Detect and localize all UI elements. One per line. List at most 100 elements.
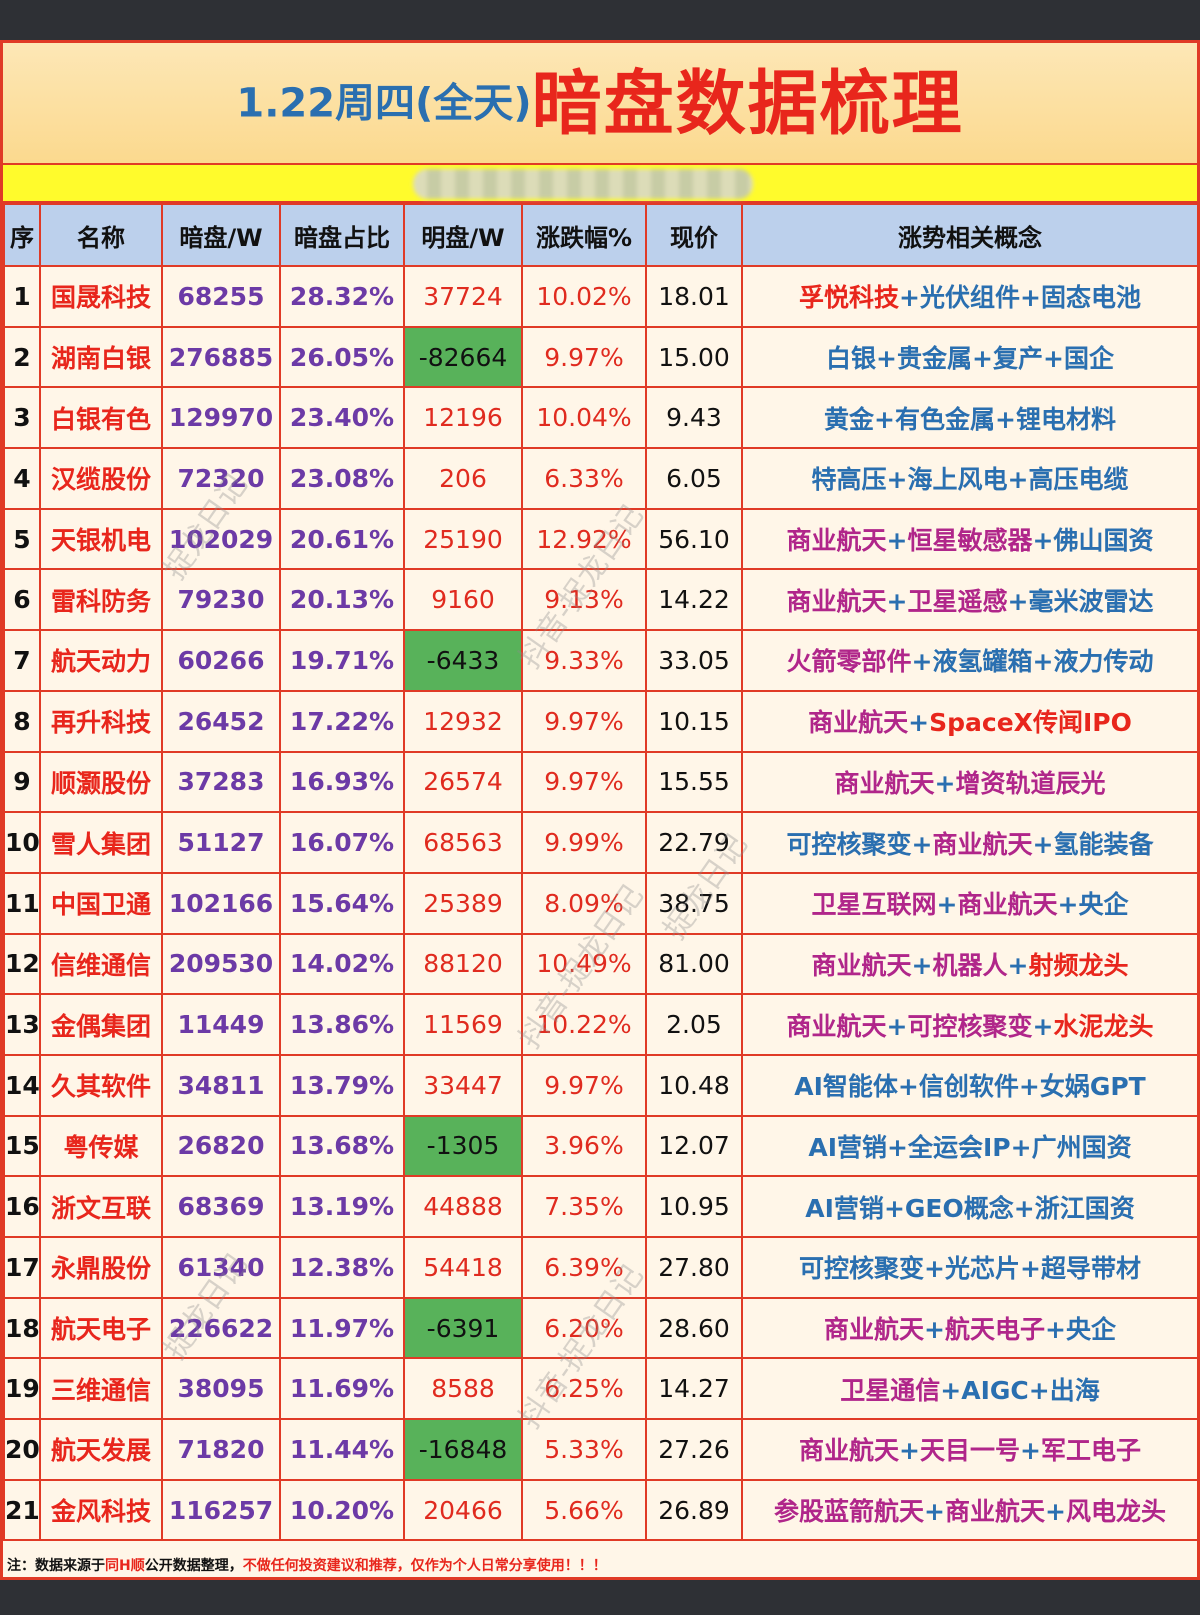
- lit-pool-amount: 8588: [403, 1357, 523, 1421]
- row-index: 12: [3, 932, 41, 996]
- dark-pool-table: 序 名称 暗盘/W 暗盘占比 明盘/W 涨跌幅% 现价 涨势相关概念 1 国晟科技…: [3, 203, 1199, 1542]
- plus-separator: +: [1007, 586, 1029, 616]
- plus-separator: +: [1007, 950, 1029, 980]
- plus-separator: +: [887, 1132, 908, 1162]
- row-index: 20: [3, 1418, 41, 1481]
- note-prefix: 注：数据来源于: [7, 1558, 105, 1574]
- stock-name: 久其软件: [39, 1053, 163, 1117]
- dark-pool-amount: 276885: [161, 325, 281, 389]
- change-percent: 6.33%: [521, 447, 647, 510]
- dark-pool-amount: 37283: [161, 750, 281, 814]
- stock-name: 白银有色: [39, 386, 163, 450]
- concept-cell: AI智能体+信创软件+女娲GPT: [741, 1053, 1199, 1117]
- change-percent: 5.66%: [521, 1478, 647, 1542]
- change-percent: 9.13%: [521, 568, 647, 632]
- note-middle: 公开数据整理，: [144, 1558, 243, 1574]
- change-percent: 9.97%: [521, 750, 647, 814]
- table-row: 18 航天电子 226622 11.97% -6391 6.20% 28.60 商业航天+航天…: [3, 1296, 1199, 1360]
- table-row: 16 浙文互联 68369 13.19% 44888 7.35% 10.95 AI营销+GEO…: [3, 1175, 1199, 1238]
- concept-tag: 贵金属: [897, 344, 973, 374]
- header-index: 序: [3, 203, 41, 267]
- plus-separator: +: [908, 708, 930, 738]
- current-price: 27.80: [645, 1236, 743, 1299]
- table-row: 7 航天动力 60266 19.71% -6433 9.33% 33.05 火箭零部件+液氢罐…: [3, 629, 1199, 692]
- concept-tag: 固态电池: [1040, 283, 1141, 313]
- concept-cell: 黄金+有色金属+锂电材料: [741, 386, 1199, 450]
- plus-separator: +: [1007, 465, 1029, 495]
- dark-pool-amount: 51127: [161, 811, 281, 874]
- plus-separator: +: [1020, 1436, 1041, 1466]
- dark-pool-amount: 26452: [161, 689, 281, 753]
- dark-pool-amount: 116257: [161, 1478, 281, 1542]
- change-percent: 6.25%: [521, 1357, 647, 1421]
- plus-separator: +: [1045, 1315, 1066, 1345]
- plus-separator: +: [886, 1011, 908, 1041]
- plus-separator: +: [886, 465, 908, 495]
- current-price: 10.95: [645, 1175, 743, 1238]
- table-row: 5 天银机电 102029 20.61% 25190 12.92% 56.10 商业航天+恒星…: [3, 507, 1199, 571]
- dark-pool-ratio: 19.71%: [279, 629, 405, 692]
- change-percent: 9.97%: [521, 325, 647, 389]
- concept-cell: 可控核聚变+商业航天+氢能装备: [741, 811, 1199, 874]
- concept-tag: 全运会IP: [908, 1132, 1011, 1162]
- concept-tag: 超导带材: [1040, 1254, 1141, 1284]
- plus-separator: +: [899, 283, 920, 313]
- row-index: 15: [3, 1114, 41, 1178]
- concept-tag: 高压电缆: [1028, 465, 1129, 495]
- table-row: 10 雪人集团 51127 16.07% 68563 9.99% 22.79 可控核聚变+商业…: [3, 811, 1199, 874]
- concept-tag: 女娲GPT: [1039, 1072, 1146, 1102]
- change-percent: 7.35%: [521, 1175, 647, 1238]
- table-row: 3 白银有色 129970 23.40% 12196 10.04% 9.43 黄金+有色金属+…: [3, 386, 1199, 450]
- stock-name: 粤传媒: [39, 1114, 163, 1178]
- lit-pool-amount: -1305: [403, 1114, 523, 1178]
- dark-pool-amount: 72320: [161, 447, 281, 510]
- stock-name: 顺灏股份: [39, 750, 163, 814]
- dark-pool-amount: 226622: [161, 1296, 281, 1360]
- data-sheet: 1.22周四(全天)暗盘数据梳理 序 名称 暗盘/W 暗盘占比 明盘/W 涨跌幅…: [0, 40, 1200, 1580]
- concept-cell: 商业航天+可控核聚变+水泥龙头: [741, 993, 1199, 1056]
- concept-tag: SpaceX传闻IPO: [929, 708, 1132, 738]
- stock-name: 汉缆股份: [39, 447, 163, 510]
- concept-tag: 增资轨道辰光: [955, 768, 1106, 798]
- plus-separator: +: [1032, 526, 1054, 556]
- dark-pool-ratio: 14.02%: [279, 932, 405, 996]
- dark-pool-amount: 38095: [161, 1357, 281, 1421]
- lit-pool-amount: 20466: [403, 1478, 523, 1542]
- table-row: 4 汉缆股份 72320 23.08% 206 6.33% 6.05 特高压+海上风电+高压电…: [3, 447, 1199, 510]
- plus-separator: +: [1042, 344, 1064, 374]
- change-percent: 6.20%: [521, 1296, 647, 1360]
- plus-separator: +: [924, 1497, 945, 1527]
- plus-separator: +: [1020, 283, 1041, 313]
- lit-pool-amount: 25190: [403, 507, 523, 571]
- concept-tag: 火箭零部件: [786, 647, 912, 677]
- concept-tag: AI营销: [808, 1132, 888, 1162]
- table-row: 9 顺灏股份 37283 16.93% 26574 9.97% 15.55 商业航天+增资轨道…: [3, 750, 1199, 814]
- lit-pool-amount: -6391: [403, 1296, 523, 1360]
- current-price: 6.05: [645, 447, 743, 510]
- change-percent: 9.97%: [521, 689, 647, 753]
- stock-name: 航天发展: [39, 1418, 163, 1481]
- dark-pool-ratio: 11.44%: [279, 1418, 405, 1481]
- change-percent: 8.09%: [521, 871, 647, 935]
- current-price: 15.55: [645, 750, 743, 814]
- table-row: 21 金风科技 116257 10.20% 20466 5.66% 26.89 参股蓝箭航天+…: [3, 1478, 1199, 1542]
- row-index: 7: [3, 629, 41, 692]
- table-row: 14 久其软件 34811 13.79% 33447 9.97% 10.48 AI智能体+信创…: [3, 1053, 1199, 1117]
- plus-separator: +: [924, 1254, 945, 1284]
- header-concept: 涨势相关概念: [741, 203, 1199, 267]
- current-price: 26.89: [645, 1478, 743, 1542]
- concept-cell: 商业航天+SpaceX传闻IPO: [741, 689, 1199, 753]
- stock-name: 天银机电: [39, 507, 163, 571]
- concept-tag: 参股蓝箭航天: [774, 1497, 925, 1527]
- current-price: 12.07: [645, 1114, 743, 1178]
- change-percent: 5.33%: [521, 1418, 647, 1481]
- title-date: 1.22周四(全天): [236, 80, 532, 127]
- dark-pool-ratio: 26.05%: [279, 325, 405, 389]
- table-row: 12 信维通信 209530 14.02% 88120 10.49% 81.00 商业航天+机…: [3, 932, 1199, 996]
- plus-separator: +: [995, 404, 1016, 434]
- dark-pool-amount: 34811: [161, 1053, 281, 1117]
- current-price: 56.10: [645, 507, 743, 571]
- lit-pool-amount: -16848: [403, 1418, 523, 1481]
- dark-pool-ratio: 16.07%: [279, 811, 405, 874]
- concept-tag: AIGC: [961, 1375, 1029, 1405]
